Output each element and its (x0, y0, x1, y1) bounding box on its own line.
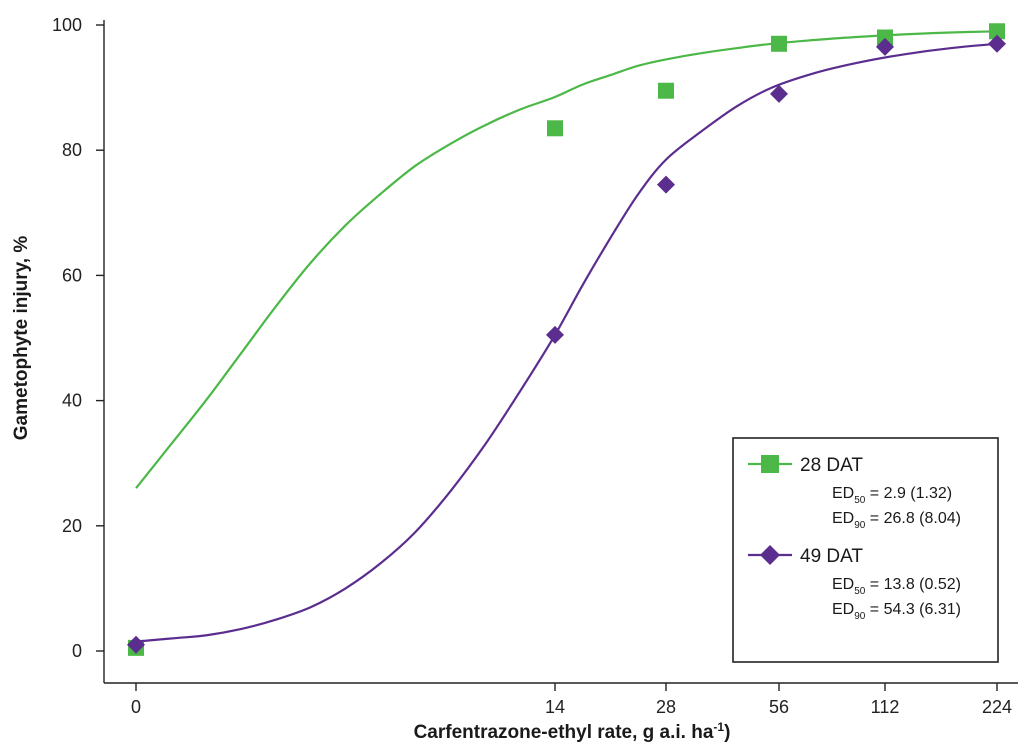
data-point-square (989, 23, 1005, 40)
ed90-value: = 54.3 (6.31) (865, 601, 961, 618)
ed90-subscript: 90 (854, 520, 866, 531)
data-point-diamond (988, 34, 1006, 53)
x-tick-label: 0 (131, 697, 141, 717)
x-ticks: 0 14 28 56 112 224 (131, 683, 1012, 717)
ed50-subscript: 50 (854, 586, 866, 597)
legend-label-49dat: 49 DAT (800, 546, 863, 567)
ed50-subscript: 50 (854, 495, 866, 506)
x-tick-label: 112 (871, 697, 900, 717)
x-tick-label: 224 (982, 697, 1012, 717)
ed50-value: = 13.8 (0.52) (865, 576, 961, 593)
legend-ed50-49dat: ED50 = 13.8 (0.52) (832, 576, 961, 597)
ed50-prefix: ED (832, 485, 854, 502)
legend-diamond-marker (760, 545, 780, 565)
y-axis-title: Gametophyte injury, % (11, 236, 32, 441)
series-layer (127, 23, 1006, 656)
legend-label-28dat: 28 DAT (800, 455, 863, 476)
x-axis-title-main: Carfentrazone-ethyl rate, g a.i. ha (414, 722, 714, 743)
x-axis-title-superscript: -1 (713, 720, 724, 734)
data-point-diamond (127, 635, 145, 654)
fit-curve-28-dat (135, 30, 998, 489)
data-point-diamond (876, 37, 894, 56)
ed90-prefix: ED (832, 601, 854, 618)
ed50-prefix: ED (832, 576, 854, 593)
axes (103, 20, 1018, 684)
ed90-prefix: ED (832, 510, 854, 527)
ed90-subscript: 90 (854, 611, 866, 622)
x-tick-label: 14 (545, 697, 565, 717)
legend-ed90-28dat: ED90 = 26.8 (8.04) (832, 510, 961, 531)
data-point-diamond (770, 84, 788, 103)
legend-box (732, 437, 999, 663)
x-tick-label: 56 (769, 697, 789, 717)
legend-ed50-28dat: ED50 = 2.9 (1.32) (832, 485, 952, 506)
legend: 28 DAT ED50 = 2.9 (1.32) ED90 = 26.8 (8.… (732, 437, 999, 663)
data-point-diamond (546, 325, 564, 344)
x-axis-title: Carfentrazone-ethyl rate, g a.i. ha-1) (414, 720, 731, 743)
data-point-square (877, 29, 893, 46)
x-axis-title-tail: ) (724, 722, 730, 743)
data-point-diamond (657, 175, 675, 194)
legend-ed90-49dat: ED90 = 54.3 (6.31) (832, 601, 961, 622)
legend-square-marker (761, 455, 779, 473)
ed90-value: = 26.8 (8.04) (865, 510, 961, 527)
y-ticks: 0 20 40 60 80 100 (52, 15, 104, 661)
y-tick-label: 60 (62, 265, 82, 285)
data-point-square (547, 120, 563, 137)
y-tick-label: 100 (52, 15, 82, 35)
y-tick-label: 20 (62, 516, 82, 536)
y-tick-label: 0 (72, 641, 82, 661)
data-point-square (658, 82, 674, 99)
x-tick-label: 28 (656, 697, 676, 717)
ed50-value: = 2.9 (1.32) (865, 485, 952, 502)
y-tick-label: 80 (62, 140, 82, 160)
y-tick-label: 40 (62, 391, 82, 411)
data-point-square (771, 35, 787, 52)
